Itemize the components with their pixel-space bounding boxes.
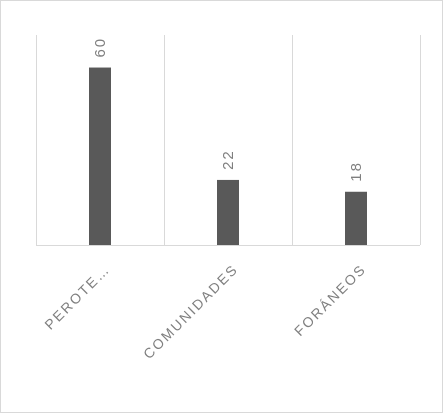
category-label-2: FORÁNEOS	[291, 261, 369, 339]
data-label-2: 18	[348, 161, 365, 182]
bar-1	[217, 179, 239, 245]
category-label-0: PEROTE…	[41, 261, 113, 333]
data-label-0: 60	[92, 37, 109, 58]
bar-0	[89, 67, 111, 245]
bar-2	[345, 191, 367, 245]
category-label-1: COMUNIDADES	[140, 261, 241, 362]
data-label-1: 22	[220, 149, 237, 170]
